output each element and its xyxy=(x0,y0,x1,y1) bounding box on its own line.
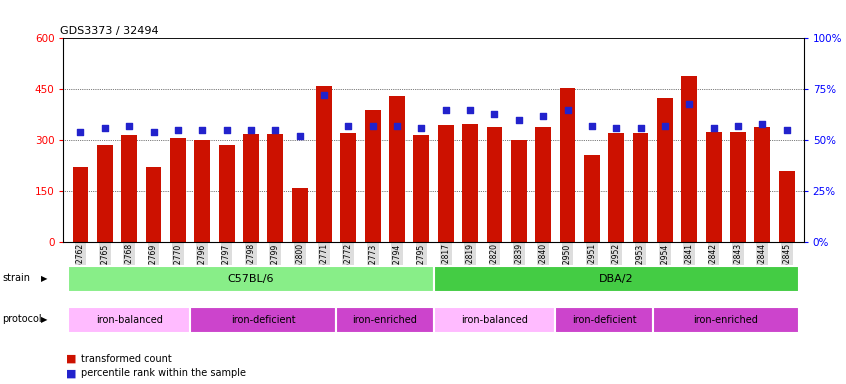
Point xyxy=(658,123,672,129)
Point xyxy=(220,127,233,133)
Text: iron-deficient: iron-deficient xyxy=(231,314,295,325)
Text: protocol: protocol xyxy=(3,314,42,324)
Point xyxy=(195,127,209,133)
Point xyxy=(536,113,550,119)
Bar xyxy=(340,133,356,242)
Bar xyxy=(778,171,794,242)
Point xyxy=(780,127,794,133)
Bar xyxy=(706,132,722,242)
Text: iron-balanced: iron-balanced xyxy=(461,314,528,325)
Point xyxy=(390,123,404,129)
Bar xyxy=(486,127,503,242)
Bar xyxy=(146,167,162,242)
Point xyxy=(415,125,428,131)
Bar xyxy=(316,86,332,242)
Text: percentile rank within the sample: percentile rank within the sample xyxy=(81,368,246,378)
Bar xyxy=(433,307,555,333)
Point xyxy=(487,111,501,117)
Bar xyxy=(438,125,453,242)
Bar xyxy=(633,133,649,242)
Bar xyxy=(336,307,433,333)
Text: iron-deficient: iron-deficient xyxy=(572,314,636,325)
Point xyxy=(439,107,453,113)
Bar xyxy=(608,133,624,242)
Point xyxy=(74,129,87,135)
Bar xyxy=(170,139,186,242)
Bar xyxy=(73,167,89,242)
Point xyxy=(585,123,599,129)
Point xyxy=(609,125,623,131)
Point xyxy=(731,123,744,129)
Bar xyxy=(195,140,210,242)
Point xyxy=(634,125,647,131)
Point xyxy=(512,117,525,123)
Text: strain: strain xyxy=(3,273,30,283)
Point xyxy=(464,107,477,113)
Bar xyxy=(190,307,336,333)
Point xyxy=(366,123,380,129)
Text: iron-balanced: iron-balanced xyxy=(96,314,162,325)
Bar xyxy=(69,266,433,292)
Bar xyxy=(69,307,190,333)
Point xyxy=(123,123,136,129)
Bar xyxy=(267,134,283,242)
Text: ■: ■ xyxy=(66,368,76,378)
Point xyxy=(755,121,769,127)
Text: ▶: ▶ xyxy=(41,315,47,324)
Bar xyxy=(755,127,770,242)
Bar xyxy=(462,124,478,242)
Point xyxy=(268,127,282,133)
Point xyxy=(146,129,160,135)
Text: DBA/2: DBA/2 xyxy=(599,274,634,285)
Point xyxy=(342,123,355,129)
Bar xyxy=(730,132,746,242)
Bar xyxy=(365,110,381,242)
Bar xyxy=(653,307,799,333)
Text: iron-enriched: iron-enriched xyxy=(353,314,417,325)
Bar xyxy=(97,145,113,242)
Bar xyxy=(243,134,259,242)
Text: transformed count: transformed count xyxy=(81,354,172,364)
Bar xyxy=(511,140,527,242)
Point xyxy=(561,107,574,113)
Bar xyxy=(121,135,137,242)
Point xyxy=(317,92,331,98)
Text: C57BL/6: C57BL/6 xyxy=(228,274,274,285)
Point xyxy=(171,127,184,133)
Bar xyxy=(555,307,653,333)
Bar xyxy=(559,88,575,242)
Text: ■: ■ xyxy=(66,354,76,364)
Bar xyxy=(681,76,697,242)
Text: ▶: ▶ xyxy=(41,274,47,283)
Bar xyxy=(414,135,429,242)
Point xyxy=(707,125,721,131)
Text: iron-enriched: iron-enriched xyxy=(694,314,758,325)
Bar xyxy=(433,266,799,292)
Bar xyxy=(292,188,308,242)
Text: GDS3373 / 32494: GDS3373 / 32494 xyxy=(60,26,158,36)
Bar xyxy=(218,145,234,242)
Bar xyxy=(389,96,405,242)
Point xyxy=(293,133,306,139)
Point xyxy=(244,127,258,133)
Point xyxy=(98,125,112,131)
Bar xyxy=(584,156,600,242)
Bar xyxy=(657,98,673,242)
Bar xyxy=(536,127,551,242)
Point xyxy=(683,101,696,107)
